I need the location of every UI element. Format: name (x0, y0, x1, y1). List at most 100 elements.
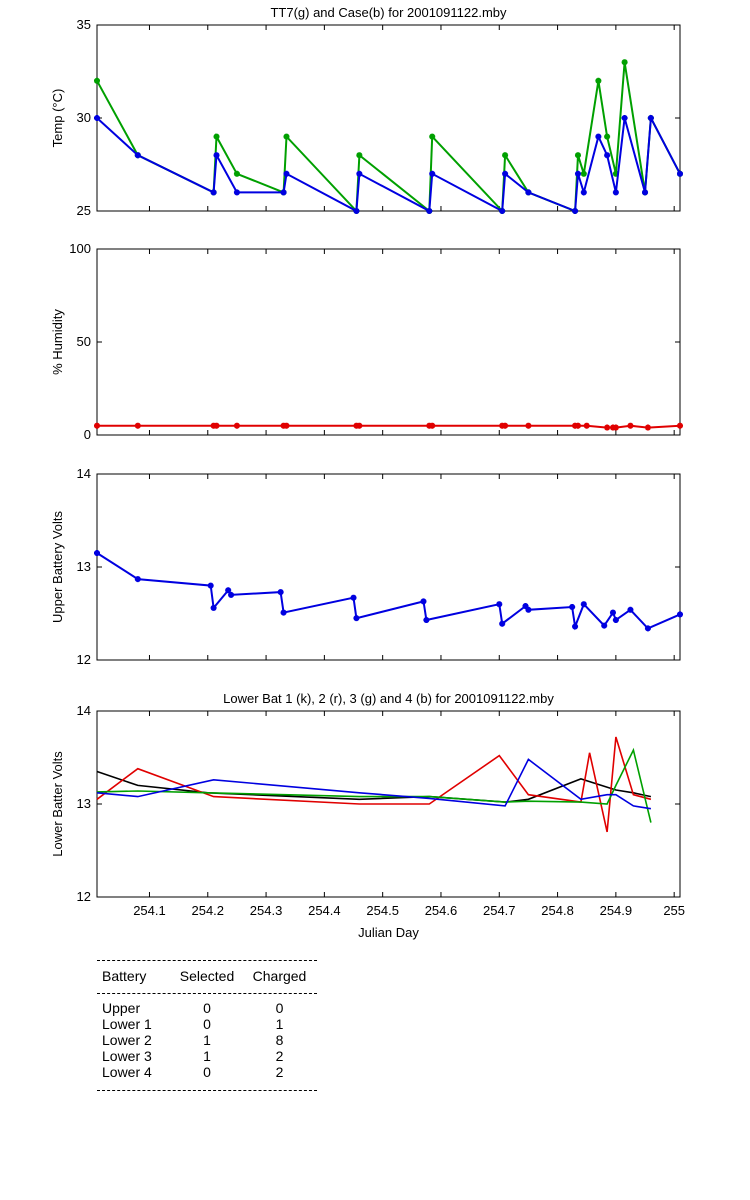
data-point (499, 208, 506, 214)
y-axis-label: % Humidity (50, 309, 65, 375)
data-point (213, 152, 220, 159)
y-tick-label: 12 (77, 889, 91, 904)
table-row: Lower 3 1 2 (97, 1048, 317, 1064)
data-point (647, 115, 654, 121)
row-charged: 1 (275, 1016, 284, 1032)
data-point (225, 587, 232, 594)
y-tick-label: 0 (84, 427, 91, 442)
table-row: Lower 2 1 8 (97, 1032, 317, 1048)
y-tick-label: 30 (77, 110, 91, 125)
data-point (94, 422, 100, 429)
data-point (426, 208, 433, 214)
row-selected: 1 (203, 1048, 211, 1064)
data-point (496, 601, 503, 608)
data-point (233, 170, 240, 177)
data-point (280, 189, 287, 196)
row-battery-name: Lower 4 (102, 1064, 152, 1080)
table-header-rule (97, 993, 317, 994)
y-tick-label: 13 (77, 796, 91, 811)
x-tick-label: 254.4 (308, 903, 341, 918)
data-point (210, 189, 217, 196)
data-point (353, 615, 360, 622)
data-point (525, 606, 532, 613)
data-point (356, 422, 363, 429)
row-selected: 0 (203, 1016, 211, 1032)
data-point (677, 170, 683, 177)
x-tick-label: 254.2 (191, 903, 224, 918)
data-point (604, 152, 611, 159)
data-point (580, 189, 587, 196)
data-point (213, 422, 220, 429)
y-tick-label: 14 (77, 466, 91, 481)
data-point (356, 152, 363, 159)
data-point (612, 617, 619, 624)
table-bottom-rule (97, 1090, 317, 1091)
y-axis-label: Upper Battery Volts (50, 511, 65, 623)
data-point (499, 620, 506, 627)
data-point (350, 594, 357, 601)
series-line-lower-4 (96, 758, 652, 810)
y-tick-label: 25 (77, 203, 91, 218)
row-battery-name: Lower 2 (102, 1032, 152, 1048)
data-point (420, 598, 427, 605)
data-point (601, 622, 608, 629)
data-point (283, 170, 290, 177)
data-point (677, 422, 683, 429)
battery-table: Battery Selected Charged Upper 0 0 Lower… (97, 960, 317, 1091)
data-point (595, 77, 602, 84)
data-point (525, 189, 532, 196)
data-point (134, 152, 141, 159)
data-point (94, 115, 100, 121)
data-point (595, 133, 602, 140)
y-tick-label: 13 (77, 559, 91, 574)
x-tick-label: 254.7 (483, 903, 516, 918)
x-tick-label: 254.5 (366, 903, 399, 918)
data-point (627, 422, 634, 429)
header-battery: Battery (102, 968, 147, 984)
series-line-upper (96, 552, 681, 631)
data-point (429, 133, 436, 140)
data-point (525, 422, 532, 429)
data-point (642, 189, 649, 196)
table-top-rule (97, 960, 317, 961)
row-battery-name: Upper (102, 1000, 141, 1016)
data-point (677, 611, 683, 618)
charts-figure: 25 30 35 TT7(g) and Case(b) for 2001091122.… (50, 5, 685, 940)
data-point (574, 152, 581, 159)
x-tick-label: 255 (663, 903, 685, 918)
row-battery-name: Lower 3 (102, 1048, 152, 1064)
data-point (280, 609, 287, 616)
data-point (94, 77, 100, 84)
data-point (210, 604, 217, 611)
data-point (94, 550, 100, 557)
data-point (277, 589, 284, 596)
series-line-lower-2 (96, 736, 652, 833)
data-point (621, 115, 628, 121)
table-header-row: Battery Selected Charged (97, 961, 317, 993)
data-point (574, 170, 581, 177)
data-point (502, 170, 509, 177)
data-point (213, 133, 220, 140)
data-point (283, 133, 290, 140)
row-selected: 0 (203, 1064, 211, 1080)
data-point (580, 601, 587, 608)
data-point (604, 424, 611, 431)
plot-frame (96, 248, 681, 436)
header-charged: Charged (252, 968, 307, 984)
data-point (580, 170, 587, 177)
data-point (423, 617, 430, 624)
row-charged: 8 (275, 1032, 284, 1048)
data-point (233, 422, 240, 429)
row-selected: 1 (203, 1032, 211, 1048)
data-point (627, 606, 634, 613)
x-tick-label: 254.9 (600, 903, 633, 918)
y-tick-label: 12 (77, 652, 91, 667)
plot-frame (96, 473, 681, 661)
data-point (572, 208, 579, 214)
chart-title: Lower Bat 1 (k), 2 (r), 3 (g) and 4 (b) … (223, 691, 554, 706)
data-point (644, 424, 651, 431)
x-tick-label: 254.6 (425, 903, 458, 918)
data-point (233, 189, 240, 196)
y-tick-label: 14 (77, 703, 91, 718)
data-point (502, 422, 509, 429)
